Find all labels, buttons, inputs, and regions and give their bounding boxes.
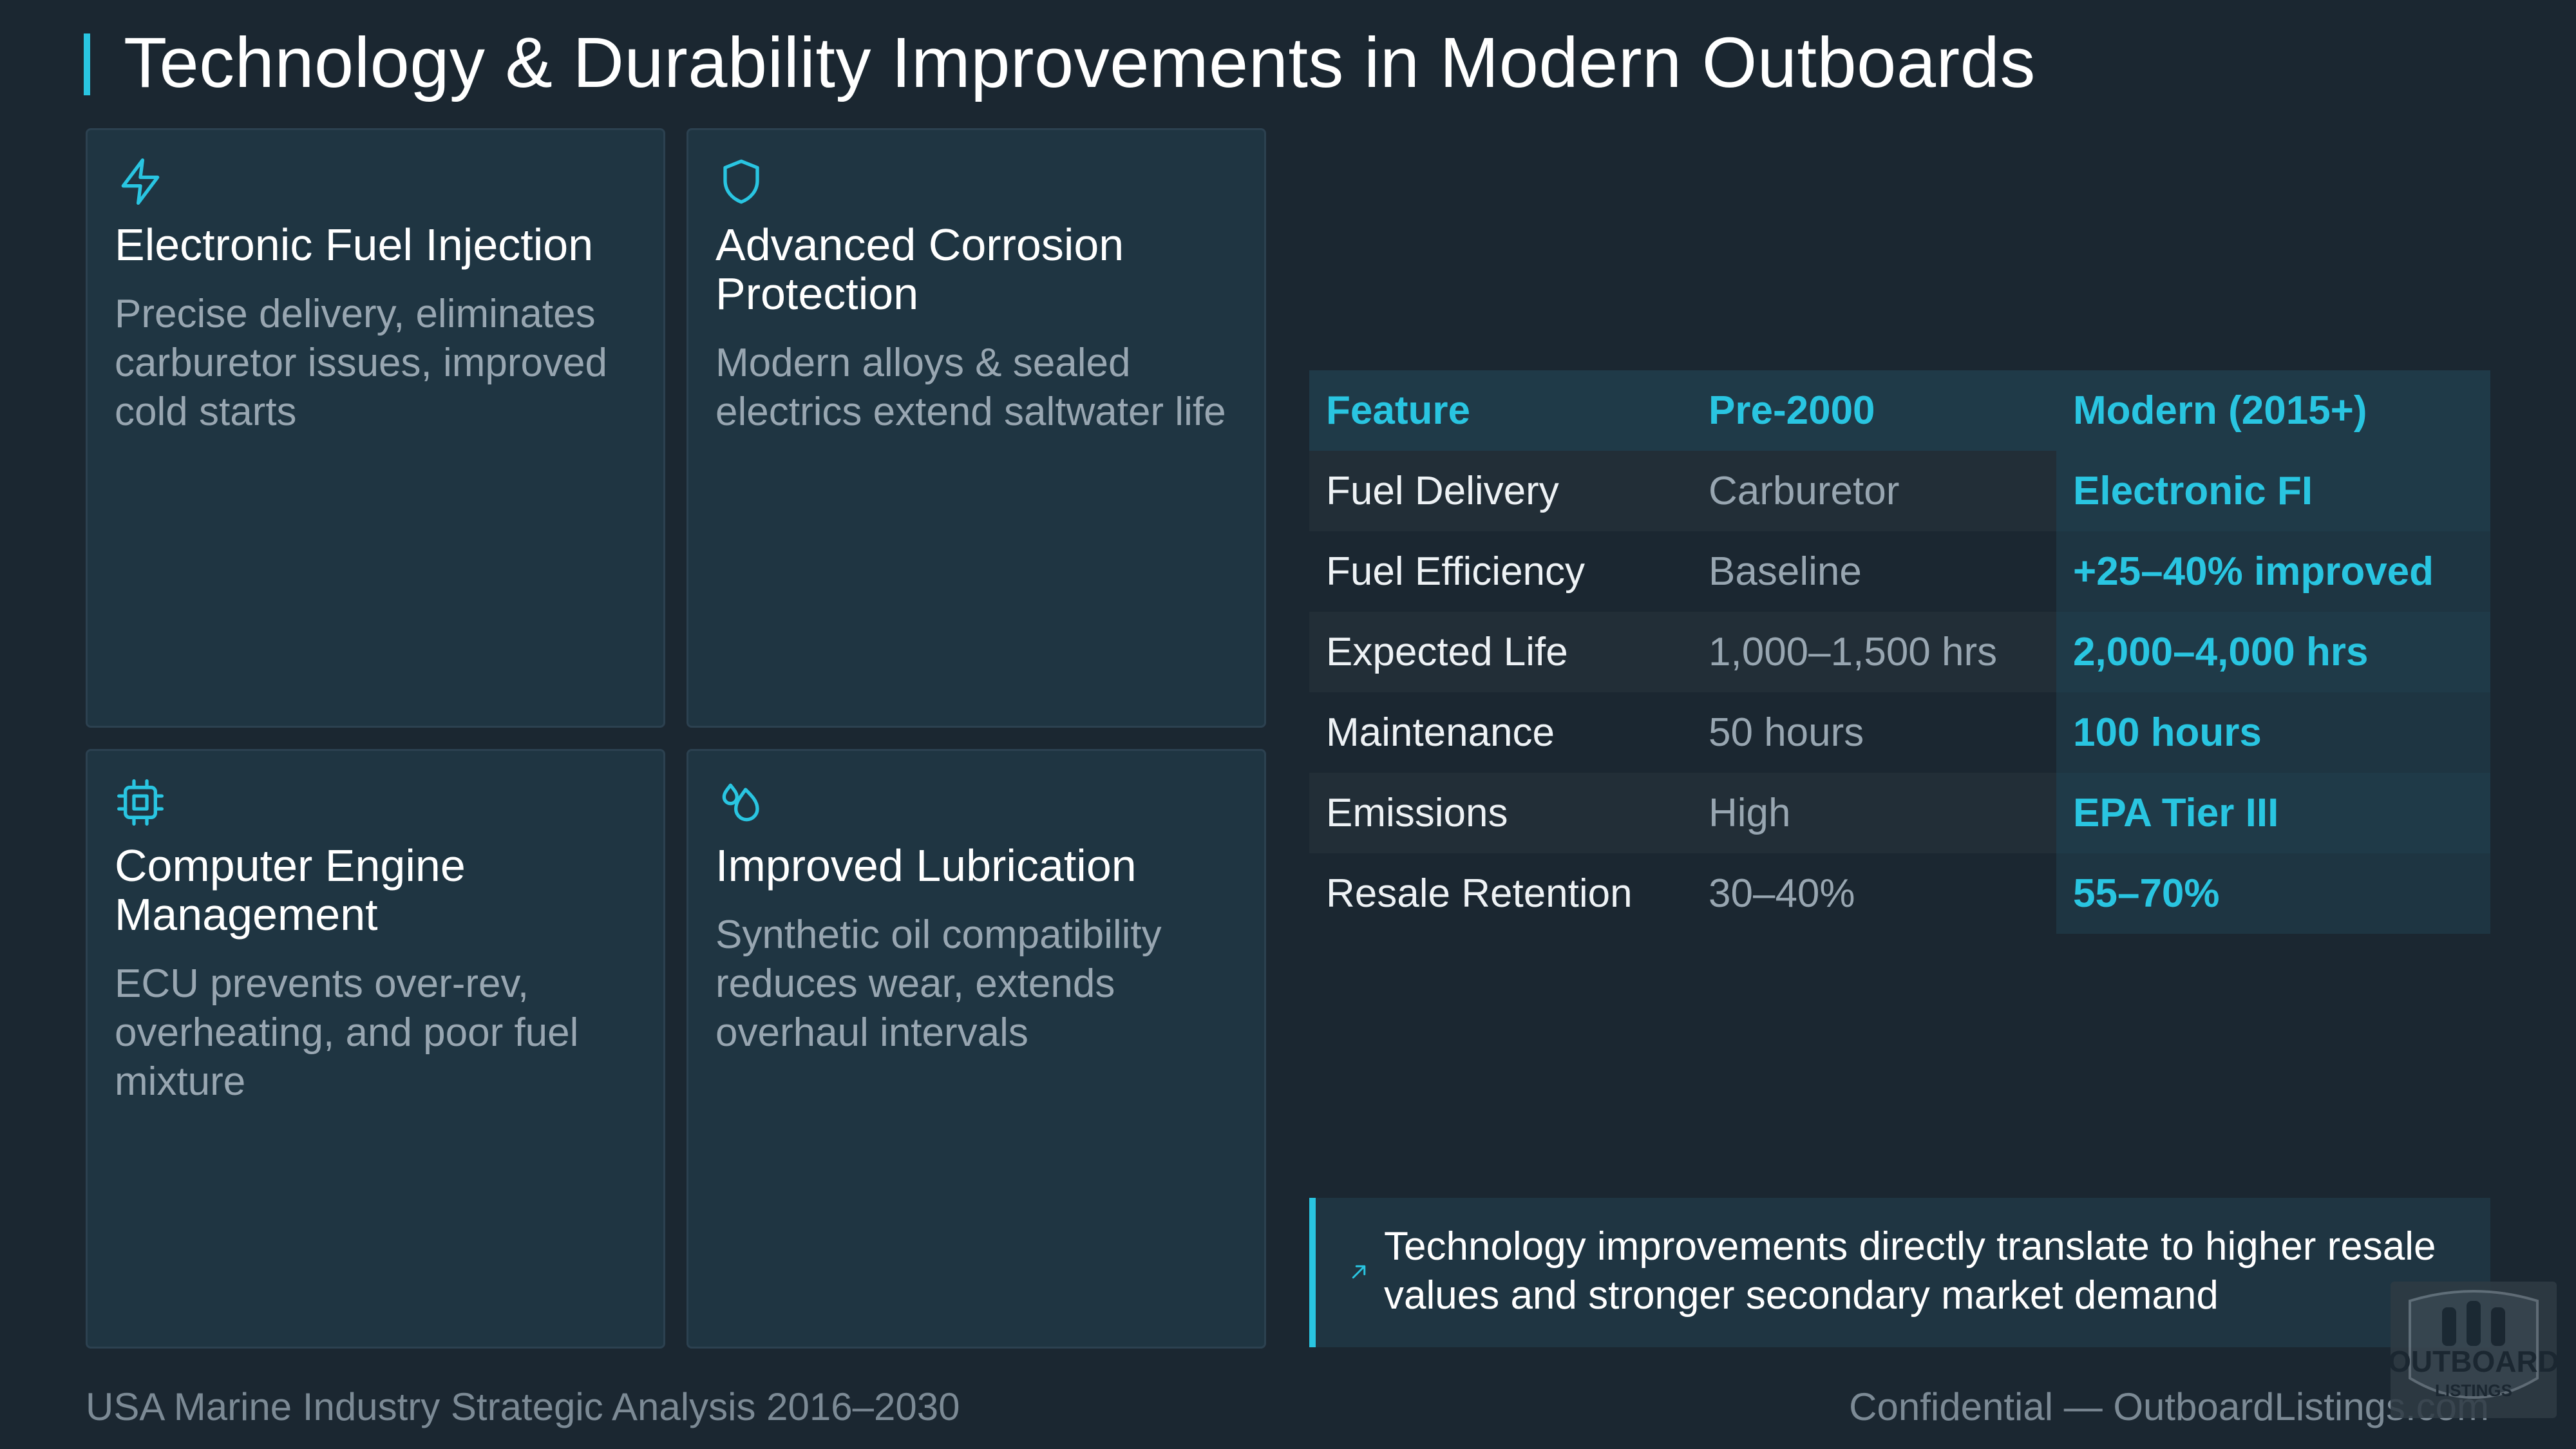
card-title: Improved Lubrication [715, 840, 1137, 891]
card-description: ECU prevents over-rev, overheating, and … [115, 961, 579, 1104]
card-title: Computer Engine Management [115, 840, 466, 940]
feature-card-lubrication: Improved Lubrication Synthetic oil compa… [687, 749, 1266, 1349]
table-cell-modern: +25–40% improved [2056, 531, 2490, 612]
feature-card-fuel-injection: Electronic Fuel Injection Precise delive… [86, 128, 665, 728]
card-title: Electronic Fuel Injection [115, 220, 594, 270]
table-cell-modern: 2,000–4,000 hrs [2056, 612, 2490, 692]
svg-text:OUTBOARD: OUTBOARD [2391, 1345, 2557, 1378]
table-cell-pre-2000: 50 hours [1709, 710, 1864, 755]
footer-confidential: Confidential — OutboardListings.com [1849, 1385, 2489, 1428]
trend-up-arrow-icon [1349, 1262, 1368, 1282]
table-cell-feature: Expected Life [1326, 630, 1568, 674]
svg-text:LISTINGS: LISTINGS [2435, 1381, 2512, 1400]
title-accent-bar [84, 33, 90, 95]
table-cell-pre-2000: Baseline [1709, 549, 1862, 594]
table-cell-feature: Fuel Delivery [1326, 469, 1559, 513]
chip-icon [115, 777, 166, 828]
table-cell-pre-2000: High [1709, 791, 1791, 835]
feature-card-engine-management: Computer Engine Management ECU prevents … [86, 749, 665, 1349]
table-row: Fuel Delivery Carburetor Electronic FI [1309, 451, 2490, 531]
table-cell-feature: Fuel Efficiency [1326, 549, 1586, 594]
droplets-icon [715, 777, 767, 828]
card-description: Precise delivery, eliminates carburetor … [115, 292, 607, 434]
lightning-icon [115, 156, 166, 207]
card-description: Modern alloys & sealed electrics extend … [715, 341, 1226, 434]
table-row: Emissions High EPA Tier III [1309, 773, 2490, 853]
table-row: Fuel Efficiency Baseline +25–40% improve… [1309, 531, 2490, 612]
feature-card-corrosion-protection: Advanced Corrosion Protection Modern all… [687, 128, 1266, 728]
table-cell-feature: Resale Retention [1326, 871, 1633, 916]
comparison-table: Feature Pre-2000 Modern (2015+) Fuel Del… [1309, 370, 2490, 934]
table-cell-modern: 100 hours [2056, 692, 2490, 773]
page-title: Technology & Durability Improvements in … [124, 23, 2036, 102]
table-cell-modern: Electronic FI [2056, 451, 2490, 531]
table-cell-modern: EPA Tier III [2056, 773, 2490, 853]
callout-text: Technology improvements directly transla… [1384, 1224, 2436, 1318]
table-cell-pre-2000: Carburetor [1709, 469, 1900, 513]
insight-callout: Technology improvements directly transla… [1309, 1198, 2490, 1347]
table-cell-modern: 55–70% [2056, 853, 2490, 934]
table-row: Expected Life 1,000–1,500 hrs 2,000–4,00… [1309, 612, 2490, 692]
table-row: Resale Retention 30–40% 55–70% [1309, 853, 2490, 934]
card-description: Synthetic oil compatibility reduces wear… [715, 913, 1162, 1055]
table-cell-feature: Maintenance [1326, 710, 1555, 755]
shield-icon [715, 156, 767, 207]
table-cell-pre-2000: 30–40% [1709, 871, 1855, 916]
table-header-row: Feature Pre-2000 Modern (2015+) [1309, 370, 2490, 451]
table-header-modern: Modern (2015+) [2073, 388, 2367, 433]
table-row: Maintenance 50 hours 100 hours [1309, 692, 2490, 773]
card-title: Advanced Corrosion Protection [715, 220, 1124, 319]
footer-source: USA Marine Industry Strategic Analysis 2… [86, 1385, 960, 1428]
table-header-pre-2000: Pre-2000 [1709, 388, 1875, 433]
table-cell-pre-2000: 1,000–1,500 hrs [1709, 630, 1998, 674]
table-header-feature: Feature [1326, 388, 1470, 433]
table-cell-feature: Emissions [1326, 791, 1508, 835]
outboard-listings-logo: OUTBOARD LISTINGS [2391, 1282, 2557, 1418]
